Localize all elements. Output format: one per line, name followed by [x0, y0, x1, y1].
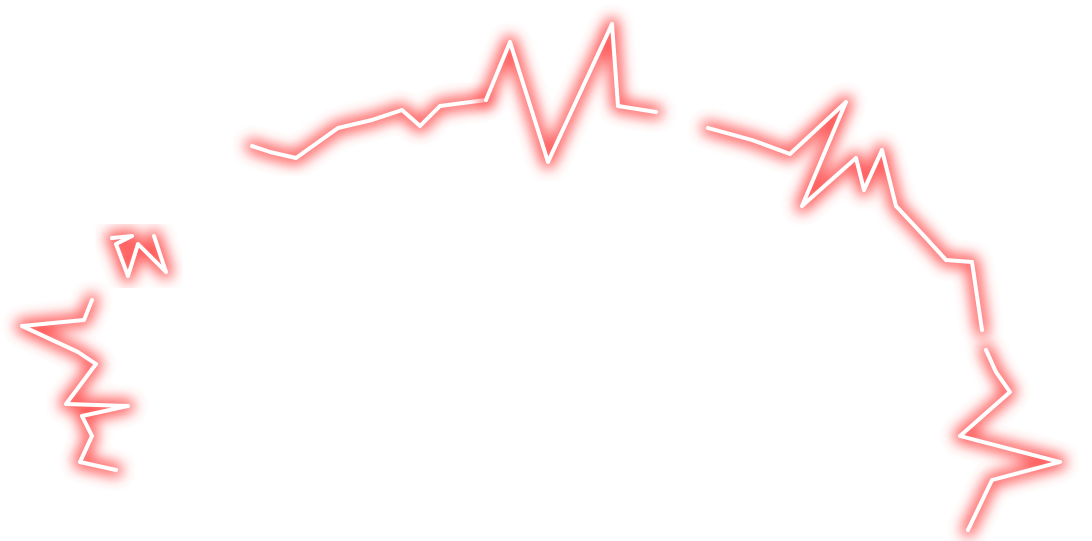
- bolt-segment-top-center: [479, 17, 663, 169]
- bolt-segment-right-lower: [953, 343, 1067, 537]
- bolt-segment-upper-left: [245, 93, 493, 165]
- bolt-segment-lower-left: [15, 293, 135, 477]
- bolt-segment-upper-right: [701, 95, 989, 337]
- bolt-segment-left-small: [105, 229, 173, 283]
